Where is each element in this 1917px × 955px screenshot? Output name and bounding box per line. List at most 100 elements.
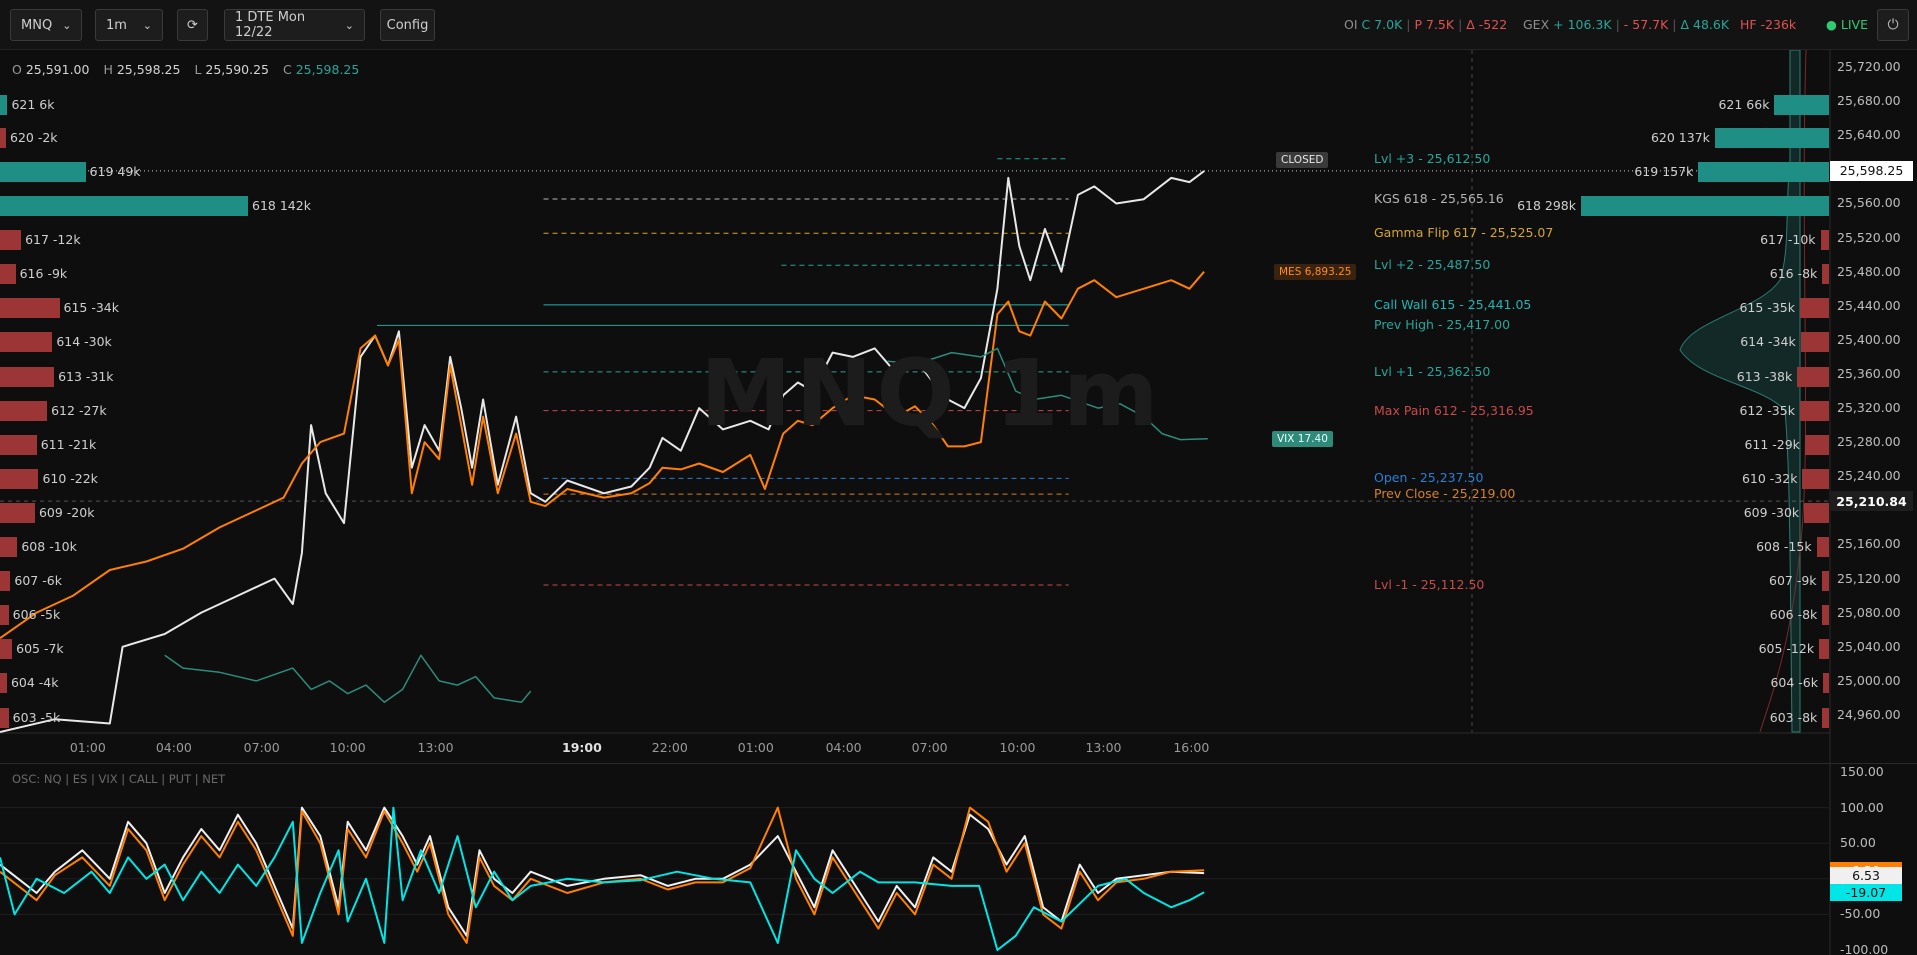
- time-axis-label: 10:00: [999, 740, 1036, 755]
- oi-label-left: 620 -2k: [10, 129, 58, 145]
- power-button[interactable]: ⏻: [1877, 9, 1909, 41]
- oi-bar-left: [0, 537, 18, 557]
- price-chart[interactable]: MNQ 1m O 25,591.00 H 25,598.25 L 25,590.…: [0, 50, 1917, 763]
- price-axis-label: 25,440.00: [1837, 297, 1901, 313]
- expiry-select[interactable]: 1 DTE Mon 12/22 ⌄: [224, 9, 365, 41]
- config-button[interactable]: Config: [380, 9, 435, 41]
- time-axis-label: 07:00: [911, 740, 948, 755]
- osc-line-nq: [0, 806, 1205, 937]
- oi-label-right: 619 157k: [1634, 163, 1694, 179]
- price-axis-label: 25,240.00: [1837, 468, 1901, 484]
- ohlc-low-label: L: [194, 62, 202, 77]
- oi-label-left: 610 -22k: [42, 470, 98, 486]
- oi-label-right: 621 66k: [1718, 97, 1770, 113]
- oi-label-right: 618 298k: [1517, 198, 1576, 213]
- level-label: Lvl +2 - 25,487.50: [1374, 257, 1491, 273]
- symbol-select-value: MNQ: [21, 17, 53, 33]
- mes-tag: MES 6,893.25: [1274, 263, 1357, 280]
- ohlc-high-label: H: [103, 62, 113, 77]
- price-axis-label: 25,640.00: [1837, 127, 1901, 143]
- oi-bar-left: [0, 605, 9, 626]
- oscillator-title: OSC: NQ | ES | VIX | CALL | PUT | NET: [12, 772, 226, 786]
- series-line-mnq: [0, 170, 1205, 733]
- oi-label-right: 605 -12k: [1758, 641, 1815, 657]
- oi-label-left: 607 -6k: [14, 573, 62, 589]
- config-button-label: Config: [386, 17, 429, 33]
- oi-label-left: 621 6k: [11, 97, 55, 113]
- osc-value-tag: -19.07: [1830, 884, 1902, 902]
- oi-label-left: 609 -20k: [38, 504, 95, 520]
- oi-label-left: 603 -5k: [12, 709, 61, 725]
- price-axis-label: 25,000.00: [1837, 672, 1901, 688]
- time-axis-label: 19:00: [562, 740, 602, 755]
- oi-bar-left: [0, 639, 13, 660]
- power-icon: ⏻: [1887, 17, 1899, 33]
- level-label: Max Pain 612 - 25,316.95: [1374, 402, 1534, 418]
- price-axis-label: 25,120.00: [1837, 570, 1901, 586]
- oi-bar-left: [0, 673, 7, 694]
- refresh-button[interactable]: ⟳: [177, 9, 208, 41]
- oi-bar-left: [0, 298, 60, 319]
- oi-bar-left: [0, 127, 6, 148]
- oi-label-right: 613 -38k: [1736, 368, 1793, 384]
- oi-bar-left: [0, 366, 55, 387]
- oi-bar-right: [1799, 400, 1829, 421]
- price-axis-label: 25,680.00: [1837, 93, 1901, 109]
- oi-bar-left: [0, 707, 9, 728]
- level-label: Lvl +3 - 25,612.50: [1374, 150, 1491, 166]
- last-price-tag: 25,598.25: [1830, 160, 1913, 181]
- live-indicator: ● LIVE: [1826, 17, 1868, 32]
- oi-label-right: 611 -29k: [1744, 436, 1800, 452]
- level-label: Open - 25,237.50: [1374, 470, 1484, 486]
- oi-label-left: 605 -7k: [16, 641, 64, 657]
- ohlc-readout: O 25,591.00 H 25,598.25 L 25,590.25 C 25…: [12, 62, 369, 77]
- chart-watermark: MNQ 1m: [700, 340, 1163, 447]
- oi-label-left: 608 -10k: [21, 539, 77, 554]
- level-label: Prev Close - 25,219.00: [1374, 486, 1516, 502]
- oi-bar-right: [1797, 366, 1829, 387]
- oi-summary: OI C 7.0K | P 7.5K | Δ -522: [1344, 17, 1508, 32]
- oi-label-right: 607 -9k: [1769, 573, 1817, 589]
- gex-label: GEX: [1523, 17, 1550, 32]
- oi-label-right: 606 -8k: [1769, 607, 1818, 623]
- oi-bar-right: [1581, 196, 1829, 216]
- chevron-down-icon: ⌄: [142, 18, 152, 32]
- price-axis-label: 25,480.00: [1837, 263, 1901, 279]
- osc-value-tag: 6.53: [1830, 867, 1902, 885]
- time-axis-label: 10:00: [329, 740, 366, 755]
- oi-label: OI: [1344, 17, 1358, 32]
- price-chart-canvas: [0, 50, 1831, 763]
- oi-label-right: 603 -8k: [1769, 709, 1818, 725]
- oi-label-right: 604 -6k: [1770, 675, 1818, 691]
- symbol-select[interactable]: MNQ ⌄: [10, 9, 82, 41]
- osc-axis-label: -100.00: [1840, 942, 1889, 955]
- price-axis-label: 25,520.00: [1837, 229, 1901, 245]
- refresh-icon: ⟳: [187, 17, 198, 33]
- oi-bar-left: [0, 95, 8, 116]
- gex-negative: - 57.7K: [1623, 17, 1669, 32]
- ohlc-close: 25,598.25: [295, 62, 360, 77]
- oi-label-left: 604 -4k: [10, 675, 59, 691]
- oi-bar-right: [1804, 434, 1829, 455]
- oi-label-right: 612 -35k: [1739, 402, 1795, 418]
- price-axis-label: 25,280.00: [1837, 434, 1901, 450]
- hf-summary: HF -236k: [1740, 17, 1797, 32]
- level-label: KGS 618 - 25,565.16: [1374, 191, 1504, 207]
- oscillator-canvas: [0, 764, 1831, 955]
- osc-axis-label: 50.00: [1840, 835, 1876, 851]
- series-line-vix: [887, 347, 1208, 441]
- time-axis-label: 07:00: [243, 740, 280, 755]
- oi-bar-left: [0, 400, 48, 421]
- time-axis-label: 13:00: [417, 740, 454, 755]
- osc-axis-label: -50.00: [1840, 906, 1881, 922]
- gex-delta: Δ 48.6K: [1680, 17, 1730, 32]
- oscillator-panel[interactable]: OSC: NQ | ES | VIX | CALL | PUT | NET 15…: [0, 763, 1917, 955]
- interval-select[interactable]: 1m ⌄: [95, 9, 163, 41]
- gex-summary: GEX + 106.3K | - 57.7K | Δ 48.6K: [1523, 17, 1730, 32]
- price-axis-label: 25,400.00: [1837, 331, 1901, 347]
- oi-bar-left: [0, 332, 53, 353]
- interval-select-value: 1m: [106, 17, 127, 33]
- series-line-vix: [164, 654, 532, 703]
- ohlc-high: 25,598.25: [116, 62, 181, 77]
- osc-line-es: [0, 806, 1205, 944]
